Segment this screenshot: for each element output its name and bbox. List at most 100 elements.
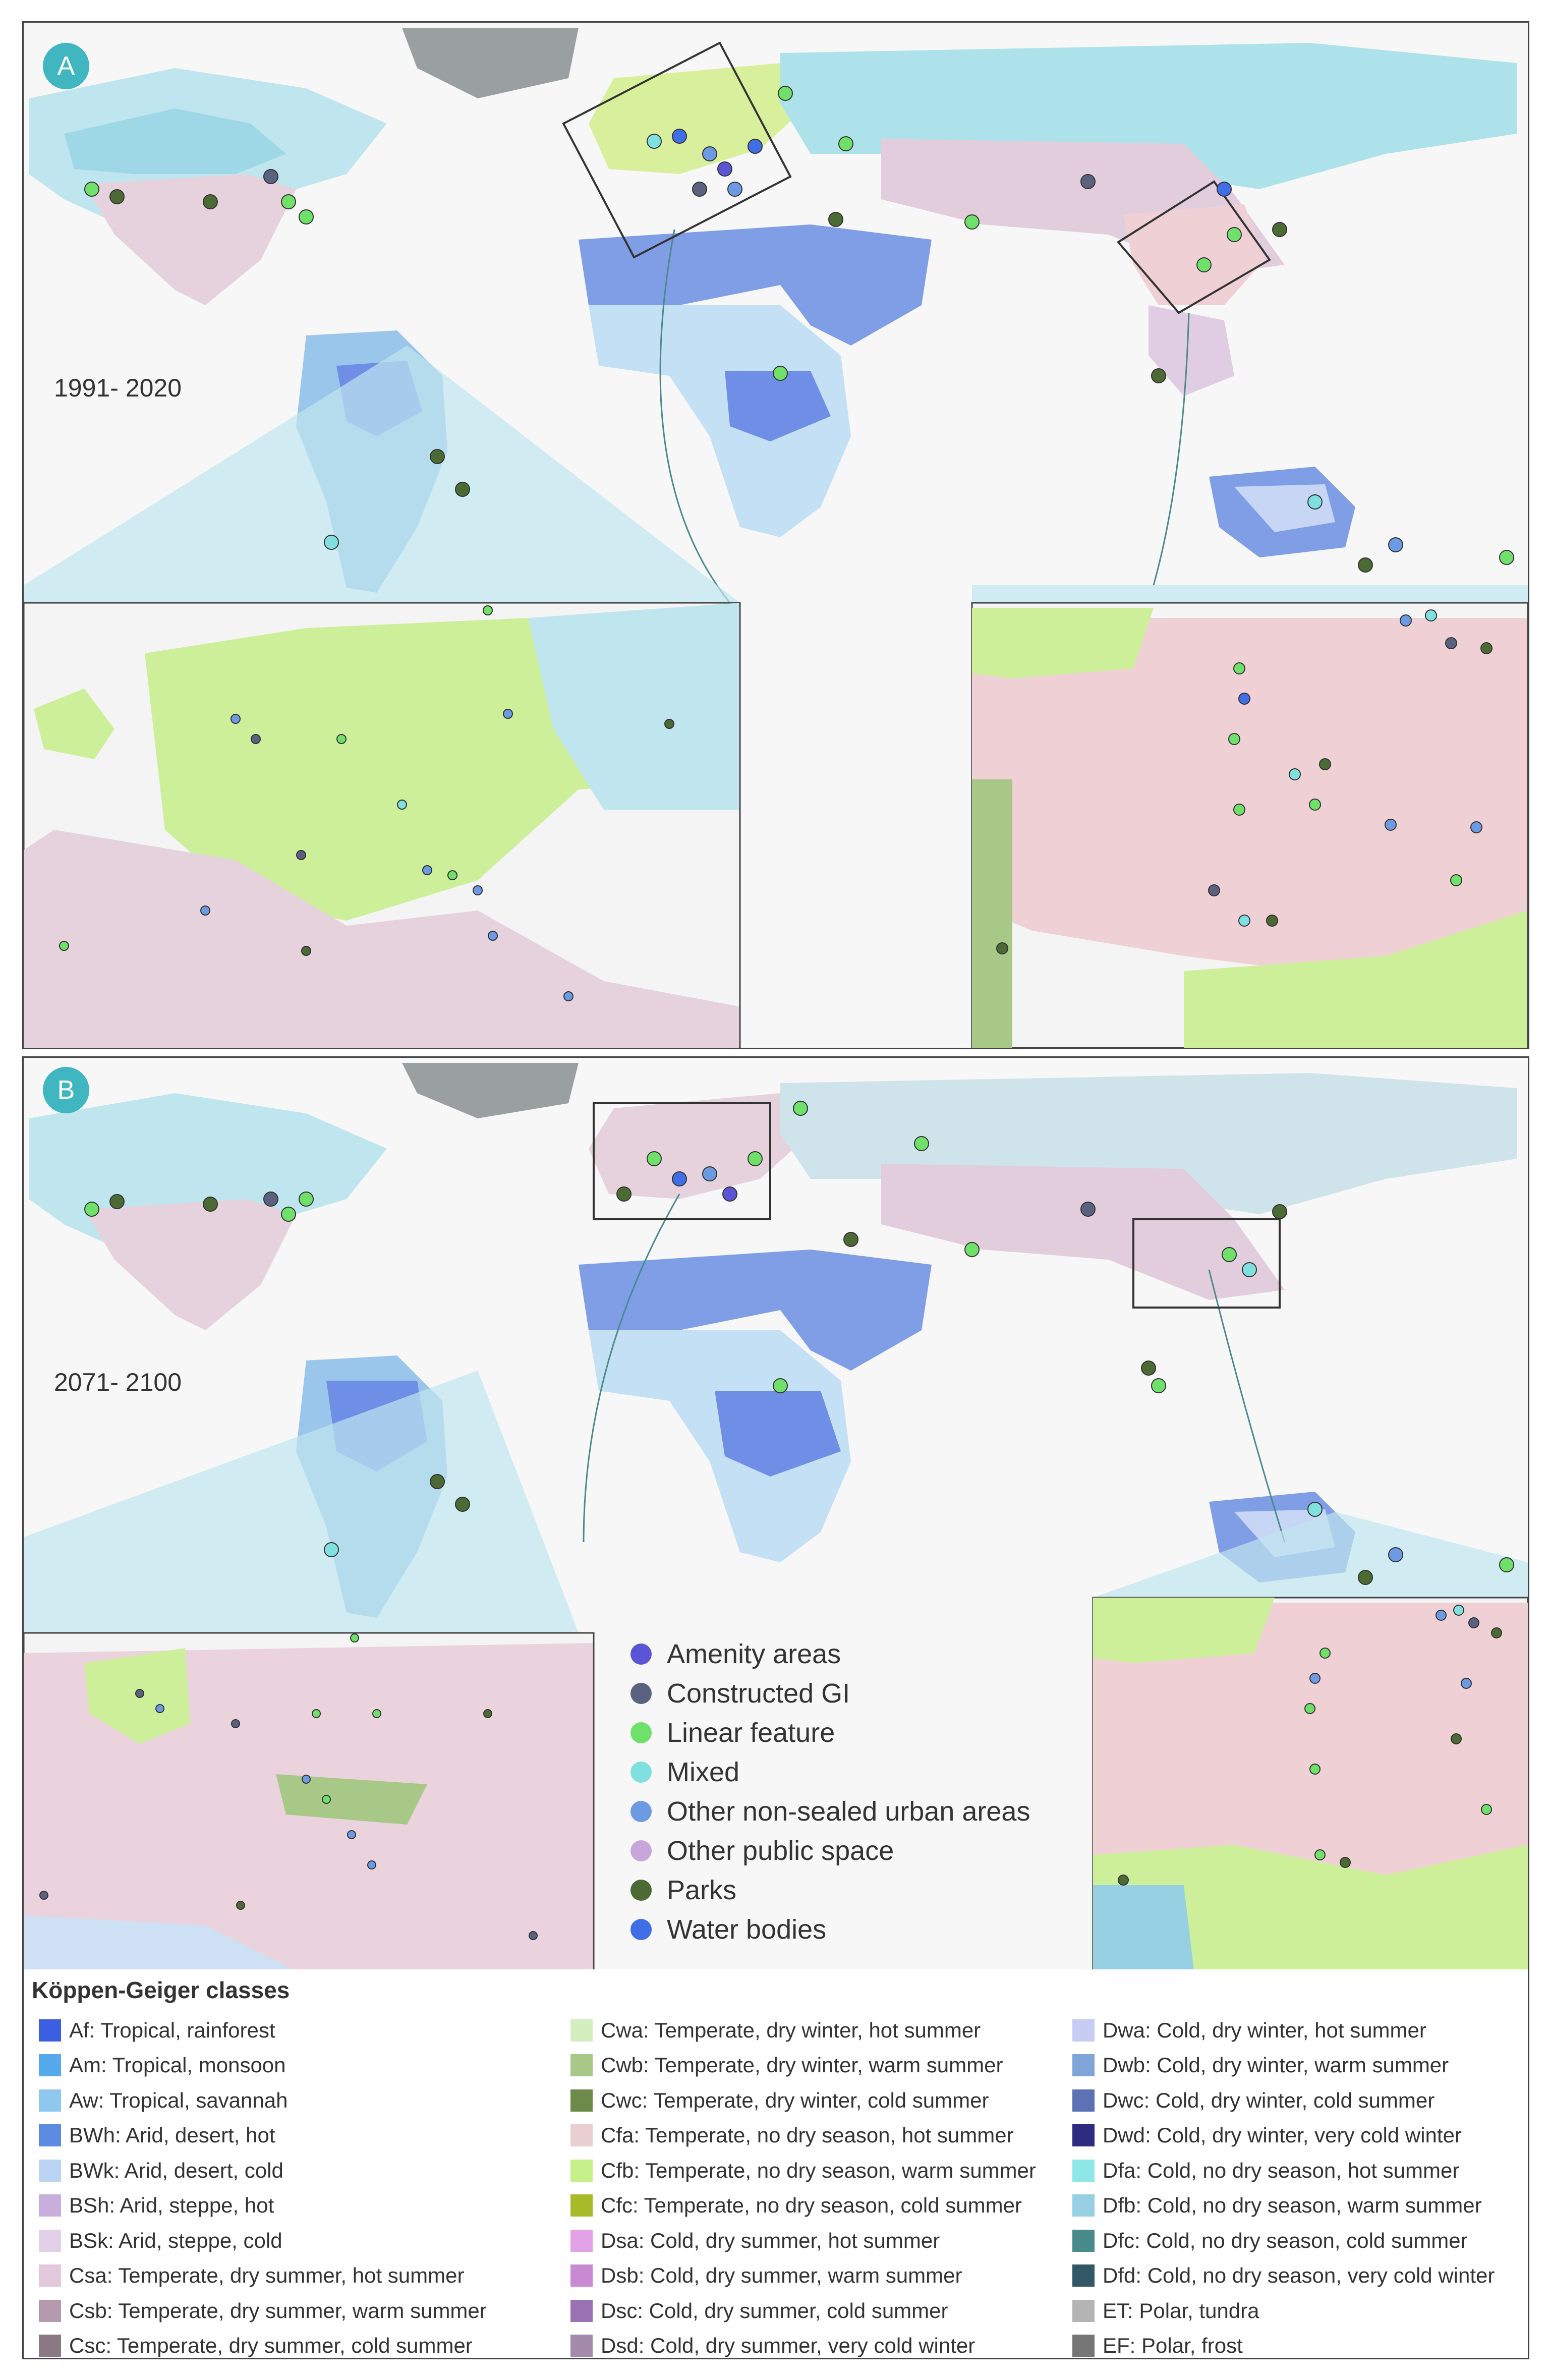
category-color-dot — [630, 1801, 652, 1822]
map-b-graphic — [24, 1063, 1528, 1971]
koppen-color-swatch — [39, 2229, 61, 2252]
koppen-label: Cfc: Temperate, no dry season, cold summ… — [601, 2193, 1022, 2218]
china-zoom-fan-b — [1093, 1512, 1528, 1598]
koppen-legend-item: Dwc: Cold, dry winter, cold summer — [1072, 2083, 1495, 2118]
category-legend-item: Other public space — [630, 1831, 1030, 1871]
koppen-label: EF: Polar, frost — [1103, 2334, 1243, 2358]
koppen-legend-item: ET: Polar, tundra — [1072, 2293, 1495, 2329]
china-selection-box — [1116, 180, 1271, 314]
koppen-legend-item: Cfb: Temperate, no dry season, warm summ… — [570, 2153, 1036, 2188]
koppen-color-swatch — [570, 2264, 593, 2287]
koppen-label: Aw: Tropical, savannah — [69, 2088, 288, 2112]
koppen-legend-item: Dfd: Cold, no dry season, very cold wint… — [1072, 2258, 1495, 2294]
koppen-label: Dwd: Cold, dry winter, very cold winter — [1103, 2123, 1462, 2147]
china-selection-box — [1132, 1218, 1281, 1309]
koppen-label: Dfd: Cold, no dry season, very cold wint… — [1103, 2263, 1495, 2288]
koppen-legend-item: Dfc: Cold, no dry season, cold summer — [1072, 2223, 1495, 2258]
europe-zoom-fan-a — [24, 346, 740, 603]
koppen-legend-item: Cfa: Temperate, no dry season, hot summe… — [570, 2118, 1036, 2154]
category-label: Constructed GI — [667, 1678, 850, 1709]
world-map-a — [29, 28, 1517, 593]
koppen-color-swatch — [570, 2299, 593, 2322]
koppen-label: BWh: Arid, desert, hot — [69, 2123, 275, 2147]
koppen-label: Csb: Temperate, dry summer, warm summer — [69, 2298, 487, 2322]
category-color-dot — [630, 1722, 652, 1743]
map-panel-b: B 2071- 2100 — [22, 1056, 1529, 1972]
selection-boxes-b — [593, 1102, 1281, 1309]
category-legend-item: Parks — [630, 1871, 1030, 1910]
china-inset-b — [1092, 1597, 1528, 1971]
koppen-label: Dsa: Cold, dry summer, hot summer — [601, 2228, 940, 2252]
category-legend-item: Mixed — [630, 1752, 1030, 1792]
koppen-color-swatch — [570, 2159, 593, 2182]
category-color-dot — [630, 1919, 652, 1940]
category-legend-item: Other non-sealed urban areas — [630, 1792, 1030, 1831]
koppen-column-3: Dwa: Cold, dry winter, hot summer Dwb: Co… — [1072, 2013, 1495, 2363]
category-color-dot — [630, 1762, 652, 1783]
category-label: Linear feature — [667, 1718, 835, 1748]
koppen-legend-item: Dwa: Cold, dry winter, hot summer — [1072, 2013, 1495, 2048]
koppen-color-swatch — [570, 2054, 593, 2077]
koppen-legend-item: Am: Tropical, monsoon — [39, 2048, 487, 2083]
koppen-label: Dsb: Cold, dry summer, warm summer — [601, 2263, 962, 2288]
koppen-color-swatch — [1072, 2019, 1095, 2042]
koppen-color-swatch — [39, 2194, 61, 2217]
koppen-color-swatch — [39, 2054, 61, 2077]
koppen-color-swatch — [39, 2264, 61, 2287]
koppen-legend-item: Dfa: Cold, no dry season, hot summer — [1072, 2153, 1495, 2188]
koppen-color-swatch — [39, 2299, 61, 2322]
koppen-label: Cfb: Temperate, no dry season, warm summ… — [601, 2158, 1036, 2182]
koppen-label: ET: Polar, tundra — [1103, 2298, 1259, 2322]
koppen-color-swatch — [570, 2229, 593, 2252]
koppen-label: Dwa: Cold, dry winter, hot summer — [1103, 2018, 1426, 2042]
koppen-label: Csc: Temperate, dry summer, cold summer — [69, 2334, 473, 2358]
koppen-color-swatch — [1072, 2299, 1095, 2322]
panel-a-badge: A — [43, 43, 89, 89]
koppen-legend-item: Dsa: Cold, dry summer, hot summer — [570, 2223, 1036, 2258]
koppen-color-swatch — [1072, 2229, 1095, 2252]
koppen-label: Dsd: Cold, dry summer, very cold winter — [601, 2334, 976, 2358]
koppen-label: Csa: Temperate, dry summer, hot summer — [69, 2263, 465, 2288]
koppen-legend-item: Dsb: Cold, dry summer, warm summer — [570, 2258, 1036, 2294]
koppen-label: Dfa: Cold, no dry season, hot summer — [1103, 2158, 1460, 2182]
category-label: Other non-sealed urban areas — [667, 1796, 1030, 1827]
koppen-color-swatch — [1072, 2264, 1095, 2287]
koppen-label: Dwc: Cold, dry winter, cold summer — [1103, 2088, 1435, 2112]
category-label: Parks — [667, 1875, 737, 1905]
koppen-label: Dsc: Cold, dry summer, cold summer — [601, 2298, 948, 2322]
case-points-a — [84, 86, 1514, 573]
category-label: Other public space — [667, 1836, 894, 1866]
koppen-label: Cwb: Temperate, dry winter, warm summer — [601, 2053, 1003, 2077]
map-panel-a: A 1991- 2020 — [22, 21, 1529, 1049]
koppen-color-swatch — [570, 2194, 593, 2217]
europe-selection-box — [593, 1102, 771, 1220]
callout-lines-b — [583, 1194, 1286, 1543]
china-inset-a — [971, 602, 1528, 1048]
china-zoom-fan-a — [972, 585, 1528, 603]
category-label: Water bodies — [667, 1914, 827, 1945]
category-color-dot — [630, 1644, 652, 1665]
category-color-dot — [630, 1880, 652, 1901]
koppen-legend-item: Dsc: Cold, dry summer, cold summer — [570, 2293, 1036, 2329]
panel-a-period: 1991- 2020 — [54, 374, 182, 402]
callout-lines-a — [659, 229, 1190, 603]
koppen-label: Am: Tropical, monsoon — [69, 2053, 286, 2077]
map-a-graphic — [24, 28, 1528, 1048]
koppen-legend-item: Cwb: Temperate, dry winter, warm summer — [570, 2048, 1036, 2083]
europe-inset-b — [24, 1632, 595, 1971]
koppen-legend-item: Dwd: Cold, dry winter, very cold winter — [1072, 2118, 1495, 2154]
koppen-column-2: Cwa: Temperate, dry winter, hot summer Cw… — [570, 2013, 1036, 2363]
koppen-legend-item: Dsd: Cold, dry summer, very cold winter — [570, 2329, 1036, 2364]
koppen-color-swatch — [39, 2089, 61, 2112]
koppen-legend-item: BSk: Arid, steppe, cold — [39, 2223, 487, 2258]
koppen-color-swatch — [1072, 2124, 1095, 2147]
panel-b-badge: B — [43, 1067, 89, 1113]
koppen-column-1: Af: Tropical, rainforest Am: Tropical, mo… — [39, 2013, 487, 2363]
panel-b-period: 2071- 2100 — [54, 1368, 182, 1396]
koppen-color-swatch — [570, 2124, 593, 2147]
koppen-legend-item: Aw: Tropical, savannah — [39, 2083, 487, 2118]
koppen-legend-item: Cwa: Temperate, dry winter, hot summer — [570, 2013, 1036, 2048]
koppen-label: Dfc: Cold, no dry season, cold summer — [1103, 2228, 1468, 2252]
category-legend-item: Constructed GI — [630, 1674, 1030, 1713]
koppen-label: Af: Tropical, rainforest — [69, 2018, 275, 2042]
